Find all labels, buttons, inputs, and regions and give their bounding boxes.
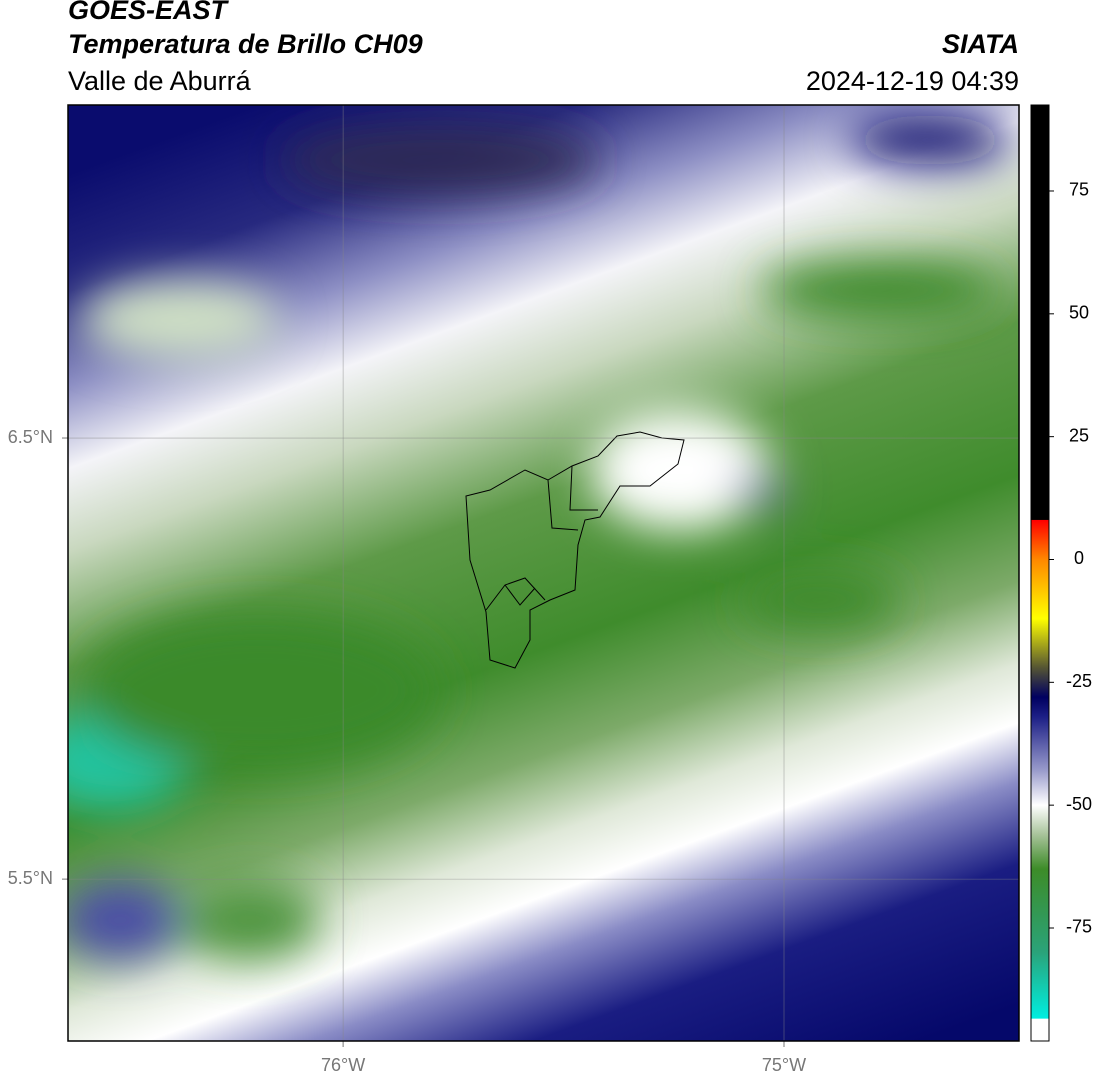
colorbar-tick-label: 75 [1069, 180, 1089, 200]
y-tick-label: 6.5°N [8, 427, 53, 447]
satellite-image [68, 105, 1019, 1041]
y-tick-label: 5.5°N [8, 868, 53, 888]
colorbar-tick-label: 0 [1074, 548, 1084, 568]
datetime: 2024-12-19 04:39 [806, 66, 1019, 96]
region: Valle de Aburrá [68, 66, 252, 96]
x-tick-label: 76°W [321, 1055, 365, 1075]
colorbar-tick-label: -25 [1066, 671, 1092, 691]
colorbar-tick-label: 25 [1069, 425, 1089, 445]
subtitle: Temperatura de Brillo CH09 [68, 29, 423, 59]
region-boundary [465, 431, 685, 669]
map-frame [67, 104, 1020, 1042]
title: GOES-EAST [68, 0, 230, 25]
colorbar [1030, 104, 1050, 1042]
source: SIATA [942, 29, 1019, 59]
x-tick-label: 75°W [762, 1055, 806, 1075]
colorbar-tick-label: -50 [1066, 794, 1092, 814]
colorbar-tick-label: 50 [1069, 303, 1089, 323]
colorbar-tick-label: -75 [1066, 917, 1092, 937]
